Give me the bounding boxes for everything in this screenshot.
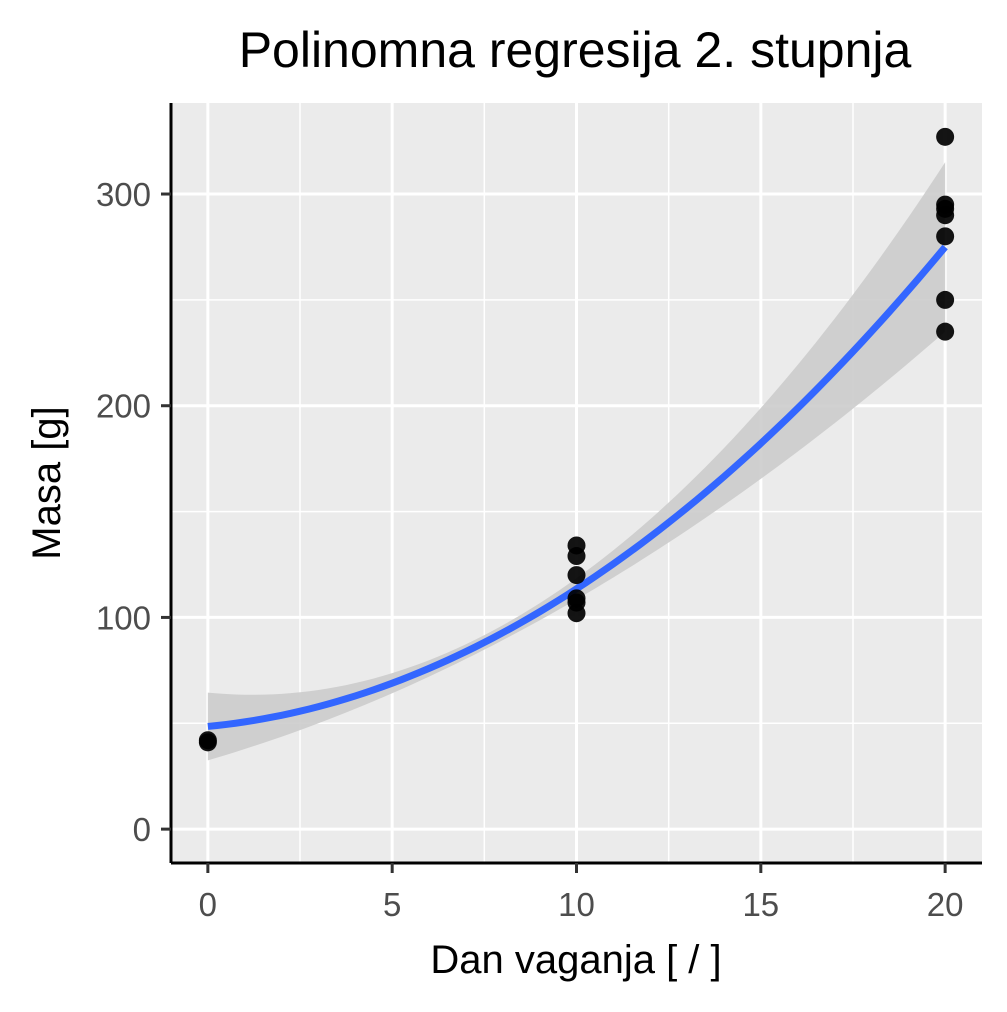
data-point	[567, 547, 586, 566]
x-tick-label: 20	[927, 886, 964, 923]
data-point	[567, 566, 586, 585]
x-tick-label: 15	[742, 886, 779, 923]
fit-line	[207, 244, 948, 730]
data-point	[198, 731, 217, 750]
points-layer	[198, 127, 955, 752]
confidence-band	[207, 162, 946, 761]
x-axis-label: Dan vaganja [ / ]	[430, 938, 721, 982]
data-point	[936, 290, 955, 309]
y-axis-label: Masa [g]	[25, 406, 69, 559]
confidence-band-layer	[207, 162, 946, 761]
data-point	[936, 127, 955, 146]
x-tick-label: 0	[199, 886, 217, 923]
chart-title: Polinomna regresija 2. stupnja	[239, 22, 912, 78]
y-tick-label: 200	[96, 388, 151, 425]
data-point	[567, 604, 586, 623]
y-tick-label: 300	[96, 176, 151, 213]
data-point	[936, 322, 955, 341]
y-tick-label: 100	[96, 599, 151, 636]
x-tick-label: 10	[558, 886, 595, 923]
y-tick-label: 0	[133, 811, 151, 848]
y-ticks: 0 100 200 300	[96, 176, 171, 848]
fit-line-layer	[207, 244, 948, 730]
x-tick-label: 5	[383, 886, 401, 923]
data-point	[936, 206, 955, 225]
x-ticks: 0 5 10 15 20	[199, 863, 964, 923]
data-point	[936, 227, 955, 246]
